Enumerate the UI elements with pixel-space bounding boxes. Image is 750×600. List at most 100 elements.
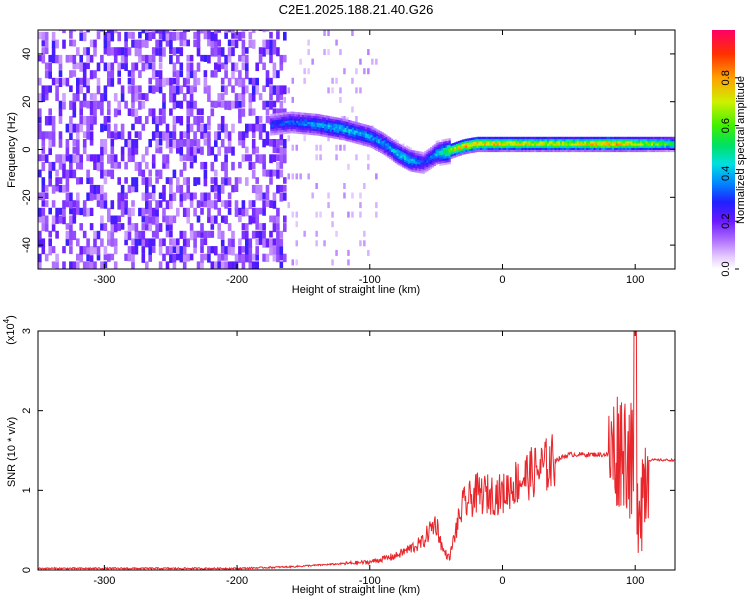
spectrogram-cell: [165, 131, 170, 141]
spectrogram-ridge-cell: [467, 138, 470, 141]
spectrogram-ridge-cell: [277, 113, 280, 116]
spectrogram-cell: [124, 47, 128, 57]
spectrogram-ridge-cell: [567, 139, 570, 142]
spectrogram-ridge-cell: [422, 167, 425, 170]
spectrogram-ridge-cell: [430, 155, 433, 158]
spectrogram-ridge-cell: [457, 147, 461, 150]
spectrogram-cell: [269, 31, 273, 39]
spectrogram-ridge-cell: [331, 133, 334, 137]
spectrogram-ridge-cell: [461, 148, 464, 151]
spectrogram-ridge-cell: [340, 124, 343, 128]
spectrogram-ridge-cell: [277, 128, 280, 131]
spectrogram-cell: [203, 200, 208, 208]
spectrogram-cell: [272, 192, 277, 201]
spectrogram-cell: [76, 200, 80, 209]
spectrogram-cell: [79, 116, 83, 125]
spectrogram-cell: [262, 100, 266, 110]
spectrogram-ridge-cell: [653, 147, 656, 150]
spectrogram-ridge-cell: [623, 145, 626, 148]
spectrogram-cell: [93, 39, 97, 48]
spectrogram-ridge-cell: [307, 119, 310, 122]
spectrogram-ridge-cell: [420, 151, 423, 155]
spectrogram-cell: [41, 246, 46, 255]
spectrogram-ridge-cell: [316, 122, 319, 125]
spectrogram-cell: [141, 30, 146, 34]
spectrogram-cell: [138, 131, 142, 140]
spectrogram-ridge-cell: [444, 151, 448, 155]
spectrogram-ridge-cell: [287, 114, 290, 117]
spectrogram-ridge-cell: [327, 122, 330, 125]
spectrogram-cell: [203, 85, 208, 94]
spectrogram-cell: [89, 108, 94, 116]
spectrogram-cell: [117, 108, 121, 116]
spectrogram-cell: [110, 77, 115, 87]
spectrogram-cell: [134, 131, 139, 138]
spectrogram-ridge-cell: [348, 128, 351, 131]
spectrogram-ridge-cell: [571, 145, 574, 148]
spectrogram-cell: [283, 177, 287, 184]
spectrogram-ridge-cell: [524, 139, 527, 142]
spectrogram-cell: [307, 49, 310, 56]
spectrogram-ridge-cell: [653, 149, 656, 153]
spectrogram-ridge-cell: [441, 146, 444, 149]
spectrogram-cell: [265, 139, 270, 146]
spectrogram-cell: [245, 47, 249, 54]
spectrogram-cell: [196, 177, 201, 185]
spectrogram-ridge-cell: [621, 143, 624, 146]
spectrogram-ridge-cell: [569, 139, 572, 142]
spectrogram-ridge-cell: [335, 123, 338, 127]
spectrogram-ridge-cell: [433, 152, 436, 156]
spectrogram-ridge-cell: [316, 131, 319, 134]
spectrogram-ridge-cell: [619, 139, 622, 142]
spectrogram-cell: [69, 31, 73, 39]
spectrogram-ridge-cell: [649, 143, 652, 146]
spectrogram-cell: [86, 116, 90, 125]
spectrogram-ridge-cell: [337, 134, 340, 138]
snr-ytick-label: 2: [21, 408, 33, 414]
spectrogram-cell: [165, 154, 170, 164]
spectrogram-ridge-cell: [519, 139, 522, 142]
spectrogram-cell: [295, 240, 298, 247]
spectrogram-cell: [331, 259, 334, 266]
spectrogram-ridge-cell: [587, 136, 591, 140]
spectrogram-ridge-cell: [444, 145, 448, 148]
spectrogram-cell: [69, 207, 73, 215]
spectrogram-ridge-cell: [441, 161, 444, 164]
spectrogram-ridge-cell: [545, 145, 548, 148]
spectrogram-ridge-cell: [372, 129, 375, 132]
spectrogram-cell: [127, 184, 132, 194]
spectrogram-ridge-cell: [439, 161, 442, 164]
spectrogram-cell: [110, 139, 115, 147]
spectrogram-cell: [224, 70, 228, 79]
spectrogram-cell: [82, 139, 87, 148]
spectrogram-cell: [251, 93, 256, 102]
spectrogram-cell: [238, 54, 242, 62]
spectrogram-ridge-cell: [324, 128, 327, 131]
spectrogram-ridge-cell: [404, 163, 407, 167]
spectrogram-ridge-cell: [392, 146, 396, 149]
spectrogram-ridge-cell: [314, 133, 317, 136]
spectrogram-ridge-cell: [543, 136, 546, 140]
spectrogram-cell: [110, 200, 115, 210]
spectrogram-ridge-cell: [649, 147, 652, 150]
spectrogram-ridge-cell: [363, 132, 366, 136]
spectrogram-cell: [48, 169, 52, 179]
spectrogram-ridge-cell: [580, 145, 583, 148]
spectrogram-ridge-cell: [313, 128, 316, 131]
spectrogram-ridge-cell: [275, 132, 278, 135]
spectrogram-cell: [241, 77, 246, 87]
spectrogram-cell: [327, 135, 330, 142]
spectrogram-ridge-cell: [407, 163, 410, 167]
spectrogram-ridge-cell: [392, 157, 396, 160]
spectrogram-cell: [55, 154, 59, 163]
spectrogram-cell: [100, 54, 104, 64]
spectrogram-ridge-cell: [355, 139, 358, 142]
spectrogram-cell: [141, 169, 146, 177]
spectrogram-ridge-cell: [407, 153, 410, 156]
spectrogram-ridge-cell: [405, 156, 409, 159]
spectrogram-cell: [134, 116, 139, 124]
spectrogram-cell: [120, 85, 125, 94]
spectrogram-ridge-cell: [660, 141, 663, 144]
spectrogram-ridge-cell: [344, 138, 347, 141]
spectrogram-cell: [182, 230, 187, 240]
